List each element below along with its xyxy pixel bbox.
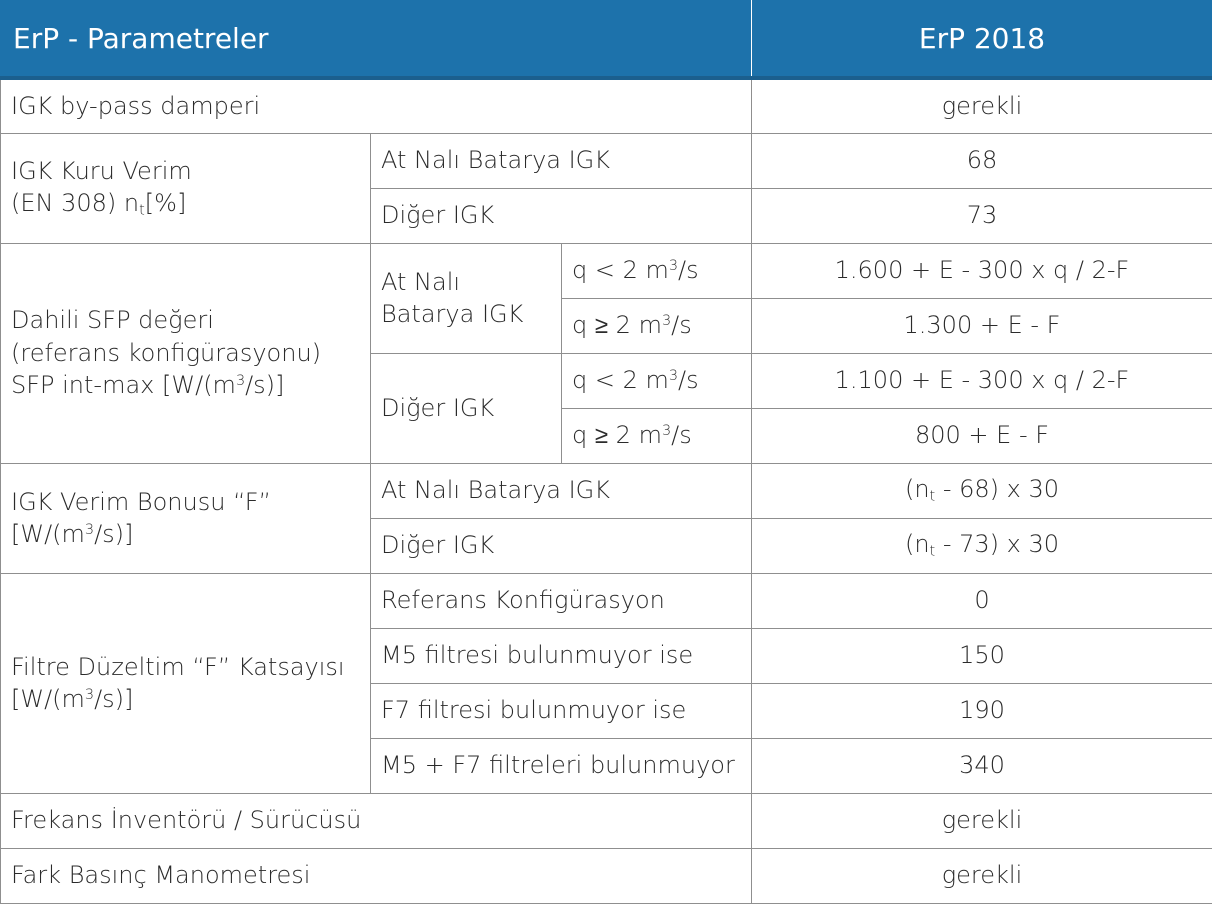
superscript: 3 [84, 687, 95, 704]
row-value: 1.100 + E - 300 x q / 2-F [751, 352, 1212, 409]
table-row: Diğer IGK q < 2 m3/s 1.100 + E - 300 x q… [1, 352, 1212, 464]
value-text: (n [904, 530, 930, 559]
label-line: At Nalı [381, 267, 461, 296]
table-row: M5 + F7 filtreleri bulunmuyor 340 [1, 737, 1212, 794]
sub-label: At Nalı Batarya IGK [370, 132, 752, 189]
table-row: Diğer IGK 73 [1, 187, 1212, 244]
condition-cell: q ≥ 2 m3/s [561, 407, 752, 464]
condition-cell: q < 2 m3/s [561, 242, 752, 299]
label-line: (referans konfigürasyonu) [11, 338, 322, 367]
table-row: IGK Verim Bonusu “F” [W/(m3/s)] At Nalı … [0, 462, 1212, 574]
row-value: (nt - 68) x 30 [751, 462, 1212, 519]
header-erp-2018: ErP 2018 [751, 0, 1212, 80]
label-line: [W/(m [11, 520, 85, 548]
table-row: Filtre Düzeltim “F” Katsayısı [W/(m3/s)]… [0, 572, 1212, 794]
superscript: 3 [661, 423, 672, 440]
condition-cell: q < 2 m3/s [561, 352, 752, 409]
label-line: [%] [144, 189, 187, 218]
row-label: Frekans İnventörü / Sürücüsü [0, 792, 752, 849]
table-row: IGK by-pass damperi gerekli [0, 77, 1212, 134]
sub-label: Diğer IGK [370, 517, 752, 574]
row-label: Filtre Düzeltim “F” Katsayısı [W/(m3/s)] [0, 572, 371, 794]
condition-text: /s [678, 366, 699, 395]
label-line: /s)] [94, 685, 134, 713]
label-line: IGK Kuru Verim [11, 156, 192, 185]
row-value: 73 [751, 187, 1212, 244]
sub-label: At Nalı Batarya IGK [370, 462, 752, 519]
table-row: F7 filtresi bulunmuyor ise 190 [1, 682, 1212, 739]
sub-label: Diğer IGK [370, 187, 752, 244]
condition-text: /s [678, 256, 699, 285]
row-label: IGK Kuru Verim (EN 308) nt[%] [0, 132, 371, 244]
superscript: 3 [668, 368, 679, 385]
row-value: gerekli [751, 792, 1212, 849]
condition-text: q ≥ 2 m [572, 421, 662, 450]
label-line: Filtre Düzeltim “F” Katsayısı [11, 652, 345, 681]
row-value: 1.300 + E - F [751, 297, 1212, 354]
label-line: IGK Verim Bonusu “F” [11, 487, 272, 516]
condition-text: /s [671, 311, 692, 340]
table-row: IGK Kuru Verim (EN 308) nt[%] At Nalı Ba… [0, 132, 1212, 244]
row-label: Dahili SFP değeri (referans konfigürasyo… [0, 242, 371, 464]
row-value: (nt - 73) x 30 [751, 517, 1212, 574]
condition-cell: q ≥ 2 m3/s [561, 297, 752, 354]
label-line: (EN 308) n [11, 189, 140, 218]
header-parameters: ErP - Parametreler [0, 0, 752, 80]
label-line: SFP int-max [W/(m [11, 371, 236, 400]
sub-label: M5 + F7 filtreleri bulunmuyor [370, 737, 752, 794]
group-label: At Nalı Batarya IGK [370, 242, 562, 354]
superscript: 3 [668, 258, 679, 275]
value-text: - 73) x 30 [935, 530, 1060, 559]
label-line: /s)] [94, 520, 134, 548]
sub-label: Referans Konfigürasyon [370, 572, 752, 629]
superscript: 3 [661, 313, 672, 330]
row-value: 1.600 + E - 300 x q / 2-F [751, 242, 1212, 299]
table-row: q ≥ 2 m3/s 1.300 + E - F [1, 297, 1212, 354]
table-row: Frekans İnventörü / Sürücüsü gerekli [0, 792, 1212, 849]
label-line: Batarya IGK [381, 300, 524, 328]
table-row: Diğer IGK (nt - 73) x 30 [1, 517, 1212, 574]
superscript: 3 [84, 522, 95, 539]
value-text: (n [904, 475, 930, 504]
row-value: 68 [751, 132, 1212, 189]
row-label: Fark Basınç Manometresi [0, 847, 752, 904]
label-line: [W/(m [11, 685, 85, 713]
subscript: t [929, 544, 936, 561]
value-text: - 68) x 30 [935, 475, 1060, 504]
condition-text: q < 2 m [572, 366, 669, 395]
row-value: 0 [751, 572, 1212, 629]
table-row: Dahili SFP değeri (referans konfigürasyo… [0, 242, 1212, 464]
sub-label: F7 filtresi bulunmuyor ise [370, 682, 752, 739]
row-value: 800 + E - F [751, 407, 1212, 464]
table-row: q ≥ 2 m3/s 800 + E - F [1, 407, 1212, 464]
row-value: 340 [751, 737, 1212, 794]
group-label: Diğer IGK [370, 352, 562, 464]
row-label: IGK by-pass damperi [0, 77, 752, 134]
condition-text: q < 2 m [572, 256, 669, 285]
row-value: gerekli [751, 847, 1212, 904]
subscript: t [929, 489, 936, 506]
row-value: 190 [751, 682, 1212, 739]
subscript: t [139, 202, 145, 219]
row-label: IGK Verim Bonusu “F” [W/(m3/s)] [0, 462, 371, 574]
sub-label: M5 filtresi bulunmuyor ise [370, 627, 752, 684]
row-value: gerekli [751, 77, 1212, 134]
header-row: ErP - Parametreler ErP 2018 [0, 0, 1212, 80]
table-row: M5 filtresi bulunmuyor ise 150 [1, 627, 1212, 684]
condition-text: /s [671, 421, 692, 450]
table-row: Fark Basınç Manometresi gerekli [0, 847, 1212, 904]
label-line: Dahili SFP değeri [11, 306, 214, 335]
row-value: 150 [751, 627, 1212, 684]
condition-text: q ≥ 2 m [572, 311, 662, 340]
label-line: /s)] [245, 371, 285, 400]
superscript: 3 [235, 373, 246, 390]
